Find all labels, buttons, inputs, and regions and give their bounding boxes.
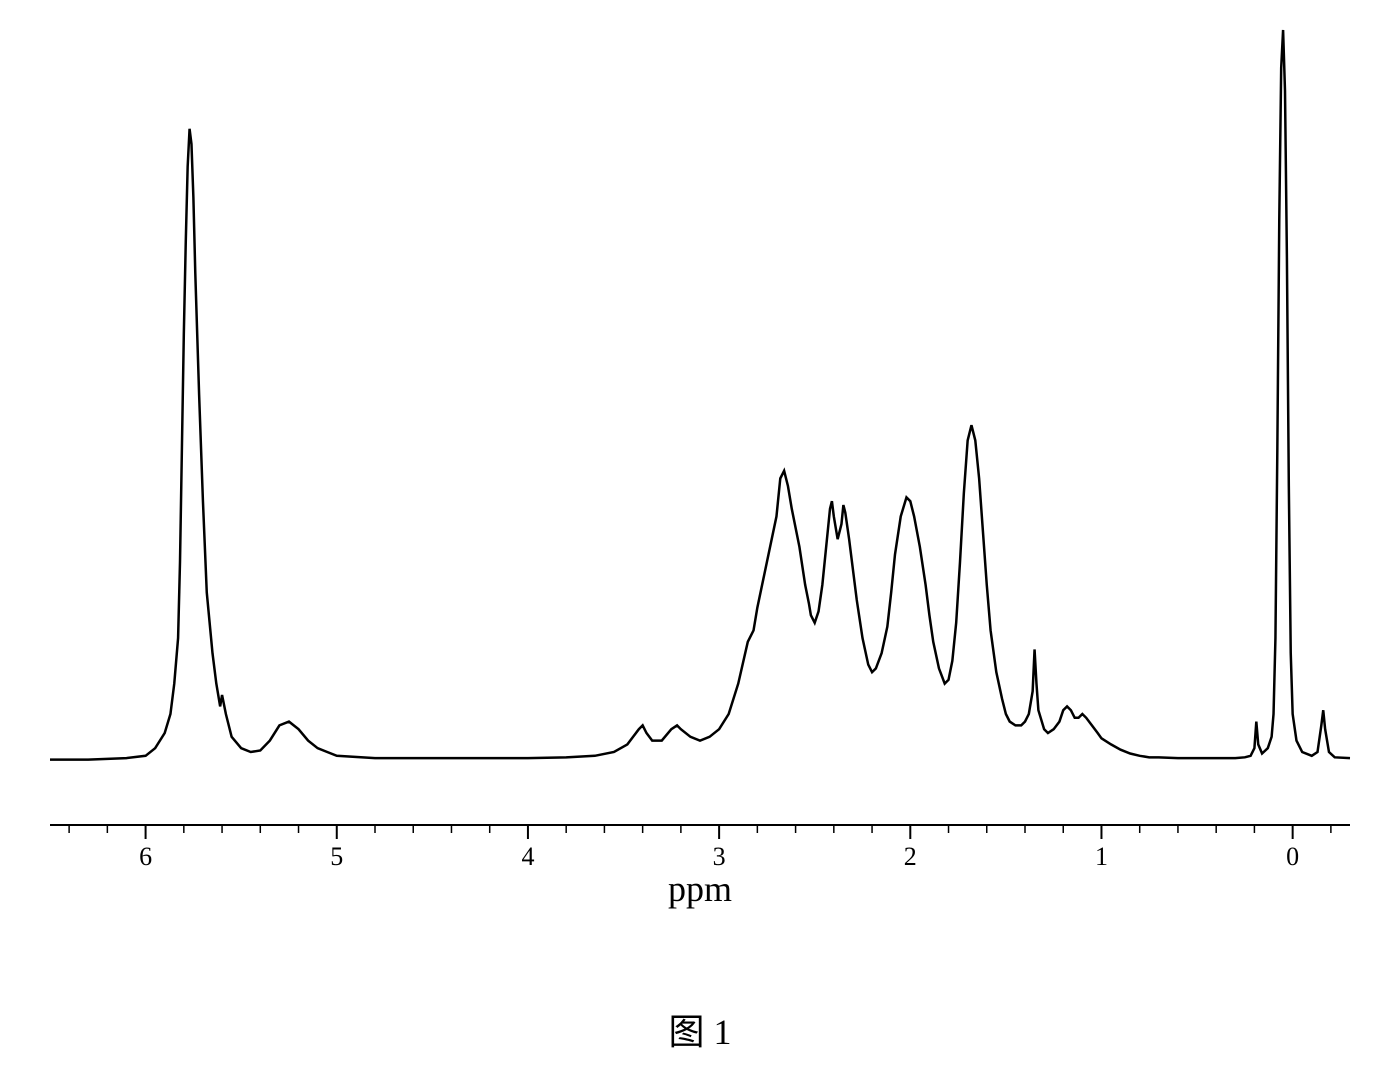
x-axis-label: ppm [668,868,732,910]
nmr-spectrum-chart: 6543210 ppm [40,20,1360,900]
svg-text:4: 4 [521,842,534,871]
svg-text:6: 6 [139,842,152,871]
spectrum-plot [40,20,1360,800]
svg-text:1: 1 [1095,842,1108,871]
svg-text:2: 2 [904,842,917,871]
figure-caption: 图 1 [668,1003,731,1055]
svg-text:5: 5 [330,842,343,871]
x-axis: 6 5 4 3 2 1 0 [40,815,1360,875]
svg-text:3: 3 [713,842,726,871]
svg-text:0: 0 [1286,842,1299,871]
